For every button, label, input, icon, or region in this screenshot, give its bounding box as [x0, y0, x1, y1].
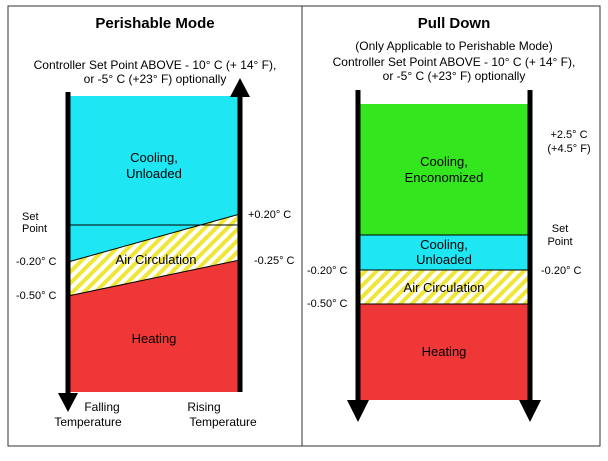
rising-arrow-head — [230, 78, 250, 97]
set-point-label-line2: Point — [22, 223, 47, 235]
left-panel-title: Perishable Mode — [95, 15, 214, 32]
cooling-unloaded-zone — [358, 235, 530, 270]
plus-2-5-label-line1: +2.5° C — [550, 129, 587, 141]
left-panel: Perishable Mode Controller Set Point ABO… — [16, 15, 295, 429]
set-point-label-line2: Point — [547, 236, 572, 248]
cooling-economized-zone — [358, 104, 530, 235]
rising-label-line2: Temperature — [189, 415, 257, 429]
left-arrow-head — [347, 400, 369, 422]
air-circulation-label: Air Circulation — [116, 252, 197, 267]
right-arrow-head — [519, 400, 541, 422]
minus-0-20-right-label: -0.20° C — [541, 265, 582, 277]
right-panel: Pull Down (Only Applicable to Perishable… — [307, 15, 591, 422]
economized-label-line1: Cooling, — [420, 154, 468, 169]
falling-arrow-head — [58, 393, 78, 412]
heating-zone — [358, 304, 530, 400]
heating-zone — [68, 260, 240, 392]
minus-0-50-label: -0.50° C — [16, 290, 57, 302]
set-point-label-line1: Set — [22, 211, 39, 223]
minus-0-50-label: -0.50° C — [307, 298, 348, 310]
lower-boundary-line — [67, 259, 241, 297]
right-panel-title: Pull Down — [418, 15, 491, 32]
left-panel-subtitle-line2: or -5° C (+23° F) optionally — [84, 72, 227, 86]
air-circulation-zone — [358, 270, 530, 304]
heating-label: Heating — [422, 344, 467, 359]
heating-label: Heating — [132, 331, 177, 346]
right-panel-subtitle-line2: Controller Set Point ABOVE - 10° C (+ 14… — [333, 55, 576, 69]
unloaded-label-line1: Cooling, — [420, 237, 468, 252]
set-point-label-line1: Set — [552, 223, 569, 235]
cooling-label-line2: Unloaded — [126, 166, 182, 181]
cooling-label-line1: Cooling, — [130, 150, 178, 165]
air-circulation-label: Air Circulation — [404, 280, 485, 295]
upper-boundary-line — [67, 213, 241, 263]
falling-label-line1: Falling — [84, 400, 119, 414]
plus-2-5-label-line2: (+4.5° F) — [547, 143, 590, 155]
cooling-unloaded-zone — [68, 96, 240, 262]
right-panel-subtitle-line1: (Only Applicable to Perishable Mode) — [355, 39, 552, 53]
unloaded-label-line2: Unloaded — [416, 252, 472, 267]
minus-0-25-label: -0.25° C — [254, 255, 295, 267]
right-panel-subtitle-line3: or -5° C (+23° F) optionally — [383, 69, 526, 83]
outer-frame — [7, 5, 601, 447]
rising-label-line1: Rising — [187, 400, 220, 414]
air-circulation-zone — [68, 214, 240, 296]
plus-0-20-label: +0.20° C — [248, 209, 291, 221]
minus-0-20-left-label: -0.20° C — [307, 265, 348, 277]
economized-label-line2: Enconomized — [405, 170, 484, 185]
minus-0-20-label: -0.20° C — [16, 256, 57, 268]
left-panel-subtitle-line1: Controller Set Point ABOVE - 10° C (+ 14… — [34, 58, 277, 72]
falling-label-line2: Temperature — [54, 415, 122, 429]
